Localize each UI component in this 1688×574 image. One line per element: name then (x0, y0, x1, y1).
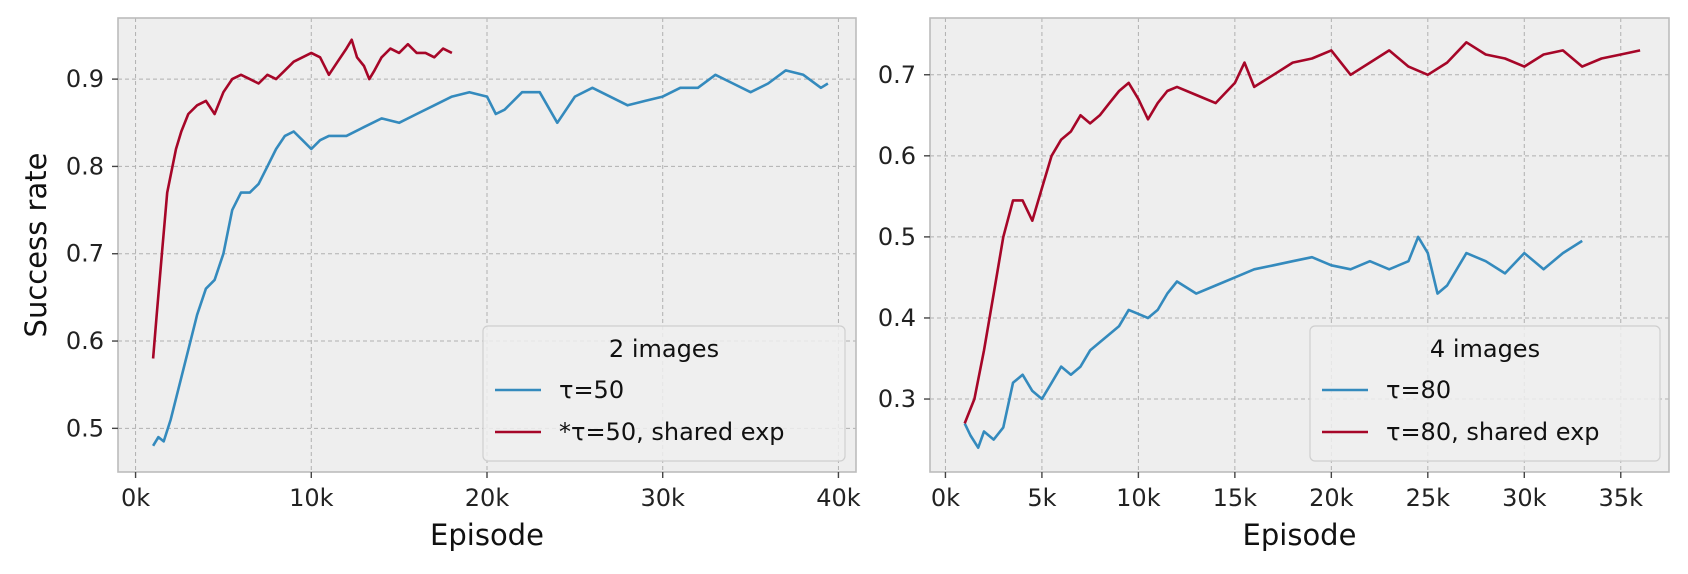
x-tick-label: 0k (121, 484, 150, 512)
series-line-1 (963, 41, 1641, 424)
y-tick-label: 0.4 (878, 304, 916, 332)
axes-frame (929, 17, 1670, 473)
y-tick-label: 0.5 (66, 414, 104, 442)
x-tick-label: 30k (1502, 484, 1547, 512)
y-tick-label: 0.8 (66, 152, 104, 180)
legend-box (482, 325, 846, 462)
legend-label-1: τ=80, shared exp (1386, 418, 1600, 446)
x-tick-label: 10k (1116, 484, 1161, 512)
left-plot: 0k 10k 20k 30k 40k 0.5 0.6 0.7 0.8 0.9 Episode Succ… (19, 17, 861, 552)
y-tick-label: 0.6 (66, 327, 104, 355)
y-tick-label: 0.9 (66, 65, 104, 93)
legend-label-0: τ=80 (1386, 376, 1451, 404)
legend-box (1309, 325, 1661, 462)
legend-title: 2 images (609, 335, 719, 363)
x-tick-label: 30k (640, 484, 685, 512)
right-plot: 0k 5k 10k 15k 20k 25k 30k 35k 0.3 0.4 0.5 0.6 0.7 Epi… (878, 17, 1670, 552)
x-axis-label: Episode (1243, 518, 1357, 552)
x-tick-label: 15k (1213, 484, 1258, 512)
x-axis-label: Episode (430, 518, 544, 552)
legend-label-0: τ=50 (559, 376, 624, 404)
series-line-0 (151, 69, 829, 447)
series-line-0 (963, 235, 1583, 449)
y-tick-label: 0.3 (878, 385, 916, 413)
x-tick-label: 0k (931, 484, 960, 512)
legend-title: 4 images (1430, 335, 1540, 363)
y-tick-label: 0.5 (878, 223, 916, 251)
y-tick-label: 0.7 (878, 61, 916, 89)
y-axis-label: Success rate (19, 153, 53, 338)
x-tick-label: 35k (1599, 484, 1644, 512)
x-tick-label: 25k (1406, 484, 1451, 512)
x-tick-label: 20k (465, 484, 510, 512)
series-line-1 (151, 38, 453, 359)
x-tick-label: 10k (289, 484, 334, 512)
x-tick-label: 40k (816, 484, 861, 512)
y-tick-label: 0.6 (878, 142, 916, 170)
x-tick-label: 20k (1309, 484, 1354, 512)
x-tick-label: 5k (1027, 484, 1056, 512)
y-tick-label: 0.7 (66, 240, 104, 268)
legend-label-1: *τ=50, shared exp (559, 418, 785, 446)
